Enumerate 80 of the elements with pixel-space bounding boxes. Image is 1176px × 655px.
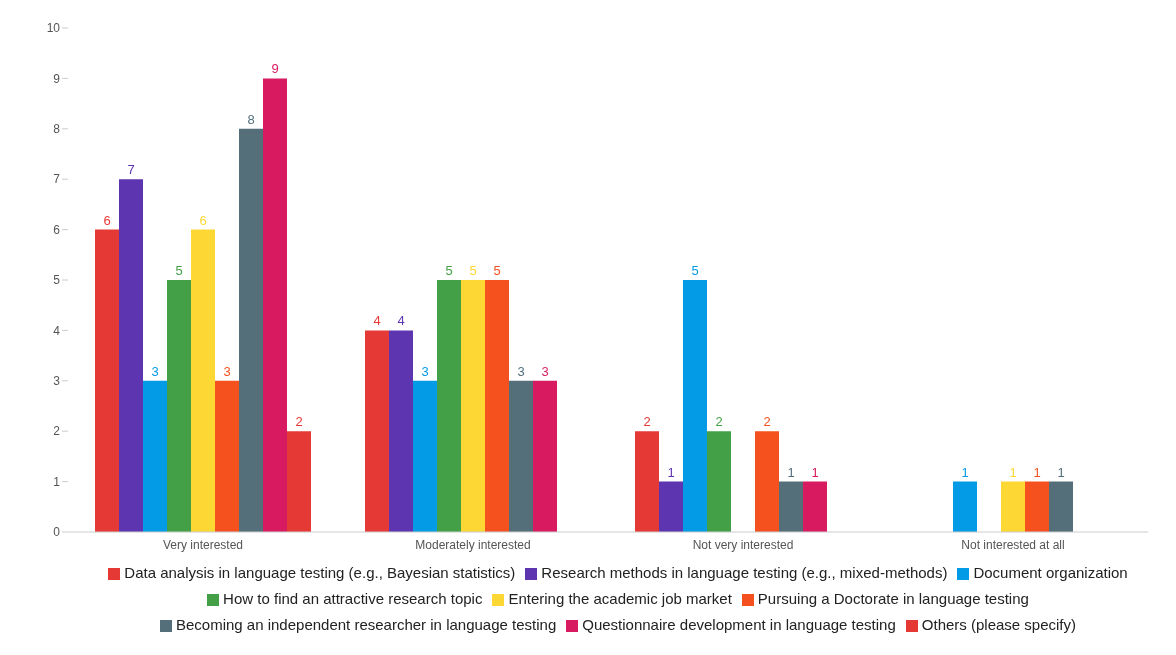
- bar: [803, 481, 827, 532]
- y-tick-label: 9: [53, 71, 61, 86]
- bar: [755, 431, 779, 532]
- bar: [167, 280, 191, 532]
- bar: [635, 431, 659, 532]
- data-label: 1: [787, 464, 795, 480]
- bar: [413, 380, 437, 532]
- data-label: 5: [691, 263, 699, 278]
- bar: [191, 229, 215, 532]
- bar: [437, 280, 461, 532]
- data-label: 1: [961, 464, 969, 480]
- bar: [143, 380, 167, 532]
- bar: [953, 481, 977, 532]
- legend-label: How to find an attractive research topic: [223, 590, 483, 607]
- bar: [287, 431, 311, 532]
- data-label: 2: [295, 414, 303, 430]
- x-tick-label: Very interested: [162, 537, 244, 552]
- bar: [1049, 481, 1073, 532]
- bar: [365, 330, 389, 532]
- data-label: 3: [151, 363, 159, 379]
- bar: [239, 128, 263, 532]
- data-label: 1: [667, 464, 675, 480]
- bar: [119, 179, 143, 532]
- bar: [461, 280, 485, 532]
- bar: [659, 481, 683, 532]
- bar: [779, 481, 803, 532]
- bar: [1025, 481, 1049, 532]
- bar: [707, 431, 731, 532]
- data-label: 3: [223, 363, 231, 379]
- legend-label: Becoming an independent researcher in language testing: [175, 616, 557, 633]
- y-tick-label: 2: [53, 424, 61, 439]
- bar: [263, 78, 287, 532]
- x-tick-label: Moderately interested: [415, 537, 531, 552]
- data-label: 9: [271, 61, 279, 77]
- y-tick-label: 7: [53, 172, 61, 187]
- data-label: 2: [715, 414, 723, 430]
- bar: [389, 330, 413, 532]
- y-tick-label: 4: [53, 323, 61, 338]
- data-label: 5: [493, 263, 501, 278]
- legend-label: Data analysis in language testing (e.g., Bayesian statistics): [124, 564, 516, 581]
- legend-label: Research methods in language testing (e.g., mixed-methods): [541, 564, 948, 581]
- y-tick-label: 6: [53, 222, 61, 237]
- data-label: 1: [1009, 464, 1017, 480]
- data-label: 1: [1057, 464, 1065, 480]
- y-tick-label: 3: [53, 374, 61, 389]
- bar: [1001, 481, 1025, 532]
- y-tick-label: 1: [53, 474, 61, 489]
- y-tick-label: 10: [46, 21, 61, 36]
- y-tick-label: 8: [53, 122, 61, 137]
- data-label: 3: [421, 363, 429, 379]
- data-label: 1: [1033, 464, 1041, 480]
- data-label: 5: [175, 263, 183, 278]
- data-label: 6: [199, 212, 207, 228]
- data-label: 2: [643, 414, 651, 430]
- bar: [485, 280, 509, 532]
- bar: [683, 280, 707, 532]
- data-label: 2: [763, 414, 771, 430]
- bar: [533, 380, 557, 532]
- data-label: 4: [373, 313, 381, 329]
- x-tick-label: Not interested at all: [961, 537, 1065, 552]
- legend-label: Pursuing a Doctorate in language testing: [757, 590, 1029, 607]
- bar: [95, 229, 119, 532]
- data-label: 6: [103, 212, 111, 228]
- y-tick-label: 5: [53, 273, 61, 288]
- data-label: 8: [247, 111, 255, 127]
- bar: [215, 380, 239, 532]
- y-tick-label: 0: [53, 525, 61, 540]
- data-label: 4: [397, 313, 405, 329]
- data-label: 1: [811, 464, 819, 480]
- legend-label: Questionnaire development in language testing: [582, 616, 896, 633]
- data-label: 7: [127, 162, 135, 178]
- data-label: 5: [469, 263, 477, 278]
- x-tick-label: Not very interested: [692, 537, 794, 552]
- legend-label: Entering the academic job market: [508, 590, 732, 607]
- data-label: 3: [541, 363, 549, 379]
- legend-label: Document organization: [973, 564, 1128, 581]
- data-label: 5: [445, 263, 453, 278]
- legend-label: Others (please specify): [921, 616, 1077, 633]
- bar: [509, 380, 533, 532]
- data-label: 3: [517, 363, 525, 379]
